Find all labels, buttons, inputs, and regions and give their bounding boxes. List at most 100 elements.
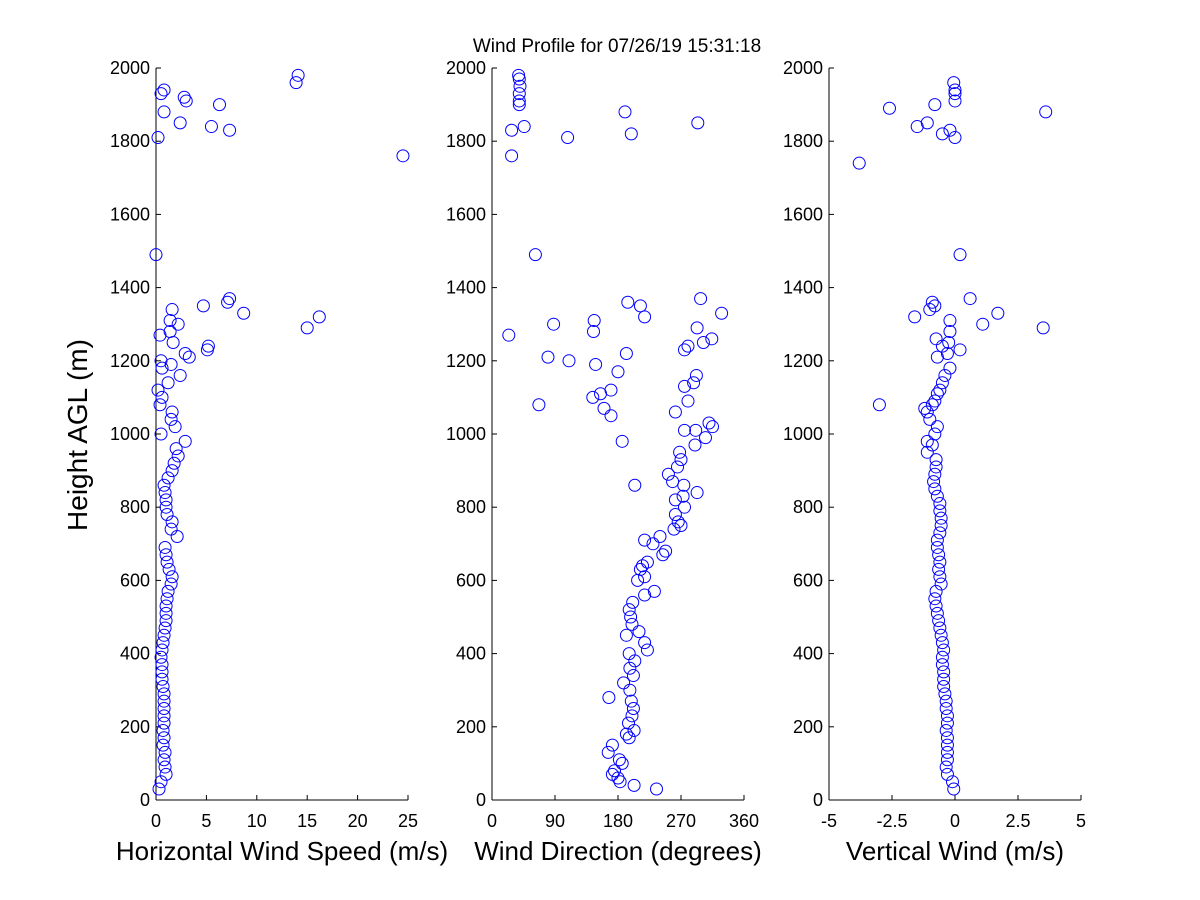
y-tick-label: 200 <box>120 717 150 737</box>
data-point <box>935 376 949 390</box>
x-tick-label: 270 <box>666 811 696 831</box>
data-point <box>165 515 179 529</box>
data-point <box>963 292 977 306</box>
data-point <box>632 625 646 639</box>
data-point <box>604 383 618 397</box>
data-point <box>159 493 173 507</box>
data-point <box>668 508 682 522</box>
data-point <box>928 592 942 606</box>
data-point <box>939 702 953 715</box>
data-point <box>587 314 601 328</box>
data-point <box>157 702 171 715</box>
data-point <box>673 445 687 459</box>
y-tick-label: 600 <box>456 570 486 590</box>
data-point <box>953 343 967 357</box>
y-tick-label: 1400 <box>783 278 823 298</box>
data-point <box>638 636 652 650</box>
data-point <box>622 731 636 745</box>
data-point <box>943 123 957 137</box>
data-point <box>157 731 171 745</box>
data-point <box>934 519 948 532</box>
x-tick-label: 0 <box>151 811 161 831</box>
data-point <box>940 709 954 723</box>
data-point <box>561 131 575 145</box>
data-point <box>587 325 600 339</box>
data-point <box>930 606 944 620</box>
data-point <box>562 354 576 368</box>
data-point <box>541 350 555 364</box>
horizontal-wind-speed-panel: 0 200 400 600 800 1000 1200 1400 1600 1800 2000 0 5 1… <box>110 58 448 866</box>
data-point <box>940 738 954 752</box>
data-point <box>852 156 866 170</box>
data-point <box>159 500 173 514</box>
data-point <box>213 98 227 112</box>
data-point <box>636 559 649 573</box>
data-point <box>154 650 168 664</box>
data-point <box>638 310 652 324</box>
data-point <box>161 471 175 485</box>
y-tick-label: 1600 <box>110 204 150 224</box>
data-point <box>615 434 629 448</box>
data-point <box>623 683 637 697</box>
data-point <box>633 299 647 313</box>
data-point <box>933 526 947 540</box>
data-point <box>161 376 175 390</box>
data-point <box>928 482 942 496</box>
y-tick-label: 800 <box>120 497 150 517</box>
data-point <box>930 540 944 554</box>
data-point <box>196 299 210 313</box>
data-point <box>935 127 949 141</box>
x-axis-label: Horizontal Wind Speed (m/s) <box>116 836 448 866</box>
data-point <box>1039 105 1053 119</box>
data-point <box>156 738 170 752</box>
data-point <box>512 87 526 101</box>
data-point <box>169 442 183 456</box>
data-point <box>512 68 526 82</box>
data-point <box>638 588 652 602</box>
data-point <box>604 409 618 423</box>
data-point <box>164 357 178 371</box>
data-point <box>624 694 638 708</box>
data-point <box>619 346 633 360</box>
data-point <box>671 515 685 529</box>
data-point <box>158 621 172 635</box>
data-point <box>157 83 171 97</box>
data-point <box>689 368 703 382</box>
data-point <box>927 475 941 489</box>
data-point <box>149 248 163 262</box>
data-point <box>626 669 640 683</box>
y-tick-label: 800 <box>456 497 486 517</box>
data-point <box>158 745 172 759</box>
data-point <box>934 628 948 642</box>
data-point <box>631 573 645 587</box>
data-point <box>168 420 182 434</box>
data-point <box>312 310 326 324</box>
data-point <box>671 460 684 474</box>
data-point <box>223 123 237 137</box>
data-point <box>940 745 954 759</box>
y-axis-label: Height AGL (m) <box>62 339 93 531</box>
data-point <box>157 478 171 492</box>
data-point <box>602 691 616 705</box>
data-point <box>678 379 691 393</box>
data-point <box>154 775 168 789</box>
data-point <box>929 599 943 613</box>
data-point <box>940 731 954 745</box>
data-point <box>929 460 943 474</box>
data-point <box>502 328 516 342</box>
data-point <box>628 478 642 492</box>
data-point <box>678 343 691 357</box>
data-point <box>929 453 943 467</box>
data-point <box>690 486 704 500</box>
data-point <box>165 303 179 317</box>
data-point <box>512 94 526 108</box>
data-point <box>223 292 237 306</box>
data-point <box>937 672 951 686</box>
data-point <box>158 760 172 774</box>
data-point <box>157 628 171 642</box>
data-point <box>676 489 690 503</box>
data-point <box>699 431 712 445</box>
data-point <box>932 614 946 628</box>
data-point <box>152 782 166 796</box>
y-tick-label: 1000 <box>446 424 486 444</box>
